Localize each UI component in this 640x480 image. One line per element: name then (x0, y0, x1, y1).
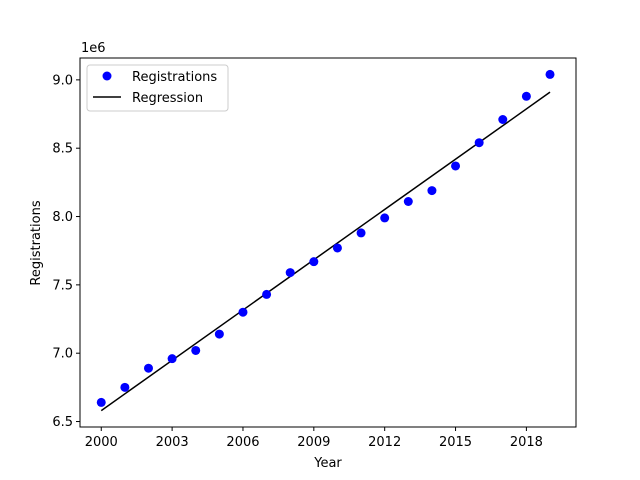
data-point (167, 354, 177, 364)
data-point (309, 257, 319, 267)
data-point (96, 397, 106, 407)
x-tick-label: 2000 (85, 435, 118, 450)
x-tick-label: 2003 (156, 435, 189, 450)
data-point (214, 329, 224, 339)
data-point (332, 243, 342, 253)
plot-area (96, 69, 555, 412)
legend-marker-registrations (102, 71, 112, 81)
x-tick-label: 2012 (368, 435, 401, 450)
data-point (120, 382, 130, 392)
axes-frame (79, 57, 577, 428)
data-point (545, 69, 555, 79)
x-axis-ticks: 2000 2003 2006 2009 2012 2015 2018 (85, 427, 543, 450)
data-point (474, 138, 484, 148)
y-axis-label: Registrations (29, 200, 44, 285)
y-axis-ticks: 6.5 7.0 7.5 8.0 8.5 9.0 (52, 73, 80, 430)
y-tick-label: 6.5 (52, 415, 73, 430)
legend-label-registrations: Registrations (132, 70, 217, 85)
y-tick-label: 7.0 (52, 347, 73, 362)
data-point (285, 268, 295, 278)
x-tick-label: 2006 (226, 435, 259, 450)
x-tick-label: 2018 (510, 435, 543, 450)
x-tick-label: 2009 (297, 435, 330, 450)
data-point (427, 186, 437, 196)
data-point (238, 307, 248, 317)
y-tick-label: 8.5 (52, 142, 73, 157)
x-tick-label: 2015 (439, 435, 472, 450)
y-tick-label: 7.5 (52, 278, 73, 293)
data-point (498, 115, 508, 124)
data-point (262, 289, 272, 299)
data-point (380, 213, 390, 223)
data-point (451, 161, 461, 171)
y-tick-label: 9.0 (52, 73, 73, 88)
data-point (191, 345, 201, 355)
data-point (521, 91, 531, 101)
data-point (403, 197, 413, 206)
y-tick-label: 8.0 (52, 210, 73, 225)
y-offset-label: 1e6 (81, 41, 106, 56)
data-point (356, 228, 366, 238)
data-point (143, 363, 153, 373)
legend: Registrations Regression (86, 64, 229, 112)
x-axis-label: Year (313, 456, 342, 471)
legend-label-regression: Regression (132, 91, 203, 106)
legend-box (86, 64, 229, 112)
